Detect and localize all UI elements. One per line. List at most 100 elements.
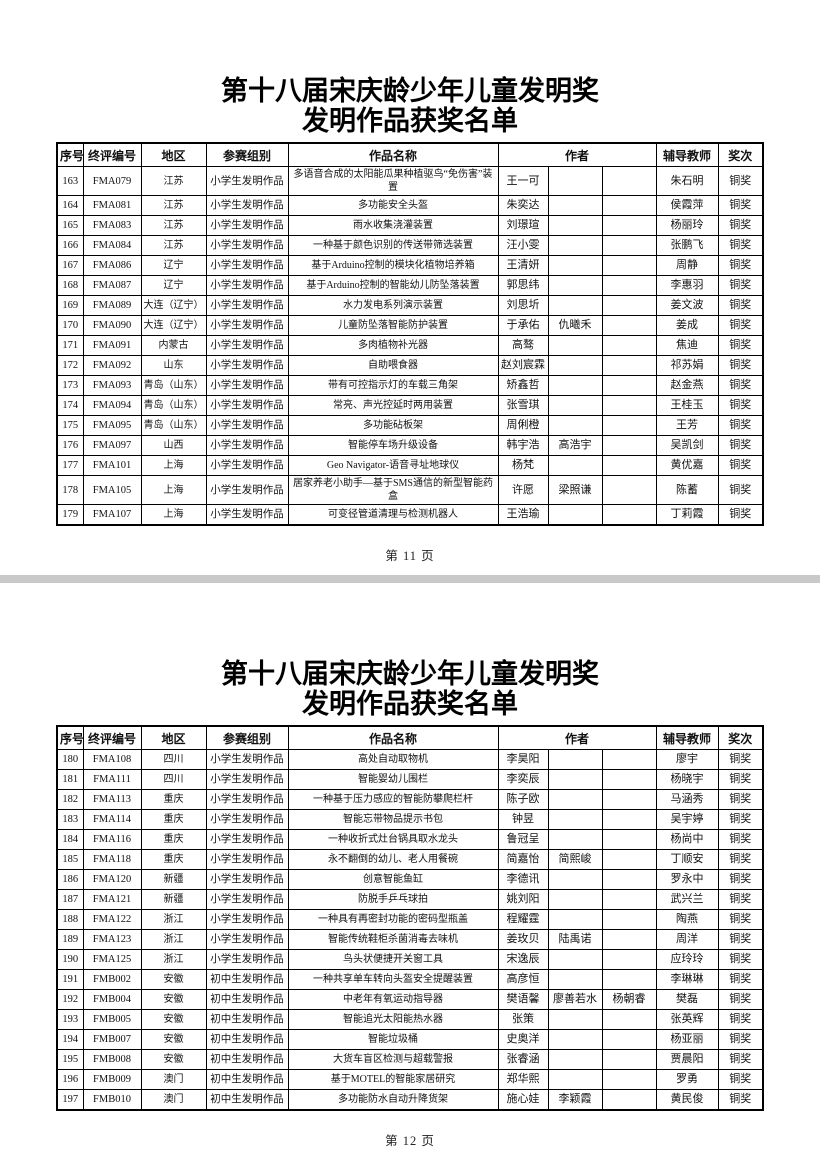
region-cell: 青岛（山东） <box>140 415 207 436</box>
final-code-cell: FMA094 <box>82 395 142 416</box>
serial-cell: 180 <box>56 749 84 770</box>
final-code-cell: FMA108 <box>82 749 142 770</box>
group-cell: 小学生发明作品 <box>205 395 289 416</box>
column-header: 奖次 <box>717 725 764 750</box>
award-cell: 铜奖 <box>717 215 764 236</box>
author-cell <box>547 1009 603 1030</box>
group-cell: 小学生发明作品 <box>205 455 289 476</box>
serial-cell: 190 <box>56 949 84 970</box>
final-code-cell: FMA091 <box>82 335 142 356</box>
group-cell: 小学生发明作品 <box>205 295 289 316</box>
work-name-cell: 智能婴幼儿围栏 <box>287 769 499 790</box>
author-cell <box>601 504 657 526</box>
group-cell: 小学生发明作品 <box>205 435 289 456</box>
author-cell <box>601 335 657 356</box>
author-cell: 简嘉怡 <box>497 849 549 870</box>
serial-cell: 175 <box>56 415 84 436</box>
final-code-cell: FMA121 <box>82 889 142 910</box>
work-name-cell: 自助喂食器 <box>287 355 499 376</box>
table-row: 166 FMA084 江苏 小学生发明作品 一种基于颜色识别的传送带筛选装置 汪小雯 张鹏飞… <box>56 235 764 256</box>
region-cell: 重庆 <box>140 789 207 810</box>
author-cell: 樊语馨 <box>497 989 549 1010</box>
award-cell: 铜奖 <box>717 1089 764 1111</box>
serial-cell: 196 <box>56 1069 84 1090</box>
author-cell <box>547 1049 603 1070</box>
teacher-cell: 周静 <box>655 255 719 276</box>
serial-cell: 168 <box>56 275 84 296</box>
table-row: 164 FMA081 江苏 小学生发明作品 多功能安全头盔 朱奕达 侯霞萍 铜奖 <box>56 195 764 216</box>
region-cell: 江苏 <box>140 215 207 236</box>
work-name-cell: 儿童防坠落智能防护装置 <box>287 315 499 336</box>
group-cell: 小学生发明作品 <box>205 849 289 870</box>
region-cell: 新疆 <box>140 869 207 890</box>
award-cell: 铜奖 <box>717 769 764 790</box>
teacher-cell: 杨丽玲 <box>655 215 719 236</box>
region-cell: 四川 <box>140 769 207 790</box>
column-header: 作品名称 <box>287 725 499 750</box>
region-cell: 大连（辽宁） <box>140 315 207 336</box>
award-cell: 铜奖 <box>717 849 764 870</box>
final-code-cell: FMA125 <box>82 949 142 970</box>
table-row: 180 FMA108 四川 小学生发明作品 高处自动取物机 李昊阳 廖宇 铜奖 <box>56 749 764 770</box>
author-cell: 李颖霞 <box>547 1089 603 1111</box>
table-row: 196 FMB009 澳门 初中生发明作品 基于MOTEL的智能家居研究 郑华熙 罗勇 铜奖 <box>56 1069 764 1090</box>
teacher-cell: 侯霞萍 <box>655 195 719 216</box>
final-code-cell: FMA118 <box>82 849 142 870</box>
work-name-cell: 多功能安全头盔 <box>287 195 499 216</box>
final-code-cell: FMA095 <box>82 415 142 436</box>
award-cell: 铜奖 <box>717 455 764 476</box>
work-name-cell: 一种收折式灶台锅具取水龙头 <box>287 829 499 850</box>
author-cell <box>547 415 603 436</box>
group-cell: 小学生发明作品 <box>205 415 289 436</box>
work-name-cell: 基于Arduino控制的模块化植物培养箱 <box>287 255 499 276</box>
author-cell <box>547 889 603 910</box>
teacher-cell: 武兴兰 <box>655 889 719 910</box>
work-name-cell: 智能忘带物品提示书包 <box>287 809 499 830</box>
table-row: 193 FMB005 安徽 初中生发明作品 智能追光太阳能热水器 张策 张英辉 铜奖 <box>56 1009 764 1030</box>
author-cell <box>601 166 657 196</box>
table-row: 188 FMA122 浙江 小学生发明作品 一种具有再密封功能的密码型瓶盖 程耀霆 陶燕 铜奖 <box>56 909 764 930</box>
document-title-line1: 第十八届宋庆龄少年儿童发明奖 <box>221 659 599 689</box>
author-cell: 许愿 <box>497 475 549 505</box>
teacher-cell: 黄优嘉 <box>655 455 719 476</box>
page-number-footer: 第 12 页 <box>385 1134 435 1148</box>
teacher-cell: 李惠羽 <box>655 275 719 296</box>
work-name-cell: 智能停车场升级设备 <box>287 435 499 456</box>
page-12: 第十八届宋庆龄少年儿童发明奖 发明作品获奖名单 序号 终评编号 地区 参赛组别 作品名称… <box>0 583 820 1155</box>
final-code-cell: FMA123 <box>82 929 142 950</box>
teacher-cell: 姜成 <box>655 315 719 336</box>
author-cell: 韩宇浩 <box>497 435 549 456</box>
author-cell: 李昊阳 <box>497 749 549 770</box>
work-name-cell: 一种基于压力感应的智能防攀爬栏杆 <box>287 789 499 810</box>
author-cell: 杨梵 <box>497 455 549 476</box>
author-cell: 杨朝睿 <box>601 989 657 1010</box>
author-cell <box>601 235 657 256</box>
work-name-cell: 中老年有氧运动指导器 <box>287 989 499 1010</box>
table-row: 182 FMA113 重庆 小学生发明作品 一种基于压力感应的智能防攀爬栏杆 陈子欧 马涵秀… <box>56 789 764 810</box>
work-name-cell: 基于Arduino控制的智能幼儿防坠落装置 <box>287 275 499 296</box>
author-cell <box>547 275 603 296</box>
group-cell: 小学生发明作品 <box>205 769 289 790</box>
work-name-cell: 智能垃圾桶 <box>287 1029 499 1050</box>
final-code-cell: FMB008 <box>82 1049 142 1070</box>
region-cell: 新疆 <box>140 889 207 910</box>
table-row: 167 FMA086 辽宁 小学生发明作品 基于Arduino控制的模块化植物培养箱 王清… <box>56 255 764 276</box>
author-cell <box>547 789 603 810</box>
region-cell: 安徽 <box>140 969 207 990</box>
serial-cell: 183 <box>56 809 84 830</box>
document-title-line1: 第十八届宋庆龄少年儿童发明奖 <box>221 76 599 106</box>
work-name-cell: 智能传统鞋柜杀菌消毒去味机 <box>287 929 499 950</box>
serial-cell: 192 <box>56 989 84 1010</box>
award-cell: 铜奖 <box>717 375 764 396</box>
work-name-cell: 一种基于颜色识别的传送带筛选装置 <box>287 235 499 256</box>
author-cell: 郑华熙 <box>497 1069 549 1090</box>
teacher-cell: 王芳 <box>655 415 719 436</box>
group-cell: 小学生发明作品 <box>205 789 289 810</box>
final-code-cell: FMA105 <box>82 475 142 505</box>
region-cell: 辽宁 <box>140 275 207 296</box>
teacher-cell: 应玲玲 <box>655 949 719 970</box>
final-code-cell: FMA097 <box>82 435 142 456</box>
final-code-cell: FMA081 <box>82 195 142 216</box>
author-cell <box>601 849 657 870</box>
table-row: 172 FMA092 山东 小学生发明作品 自助喂食器 赵刘宸霖 祁苏娟 铜奖 <box>56 355 764 376</box>
